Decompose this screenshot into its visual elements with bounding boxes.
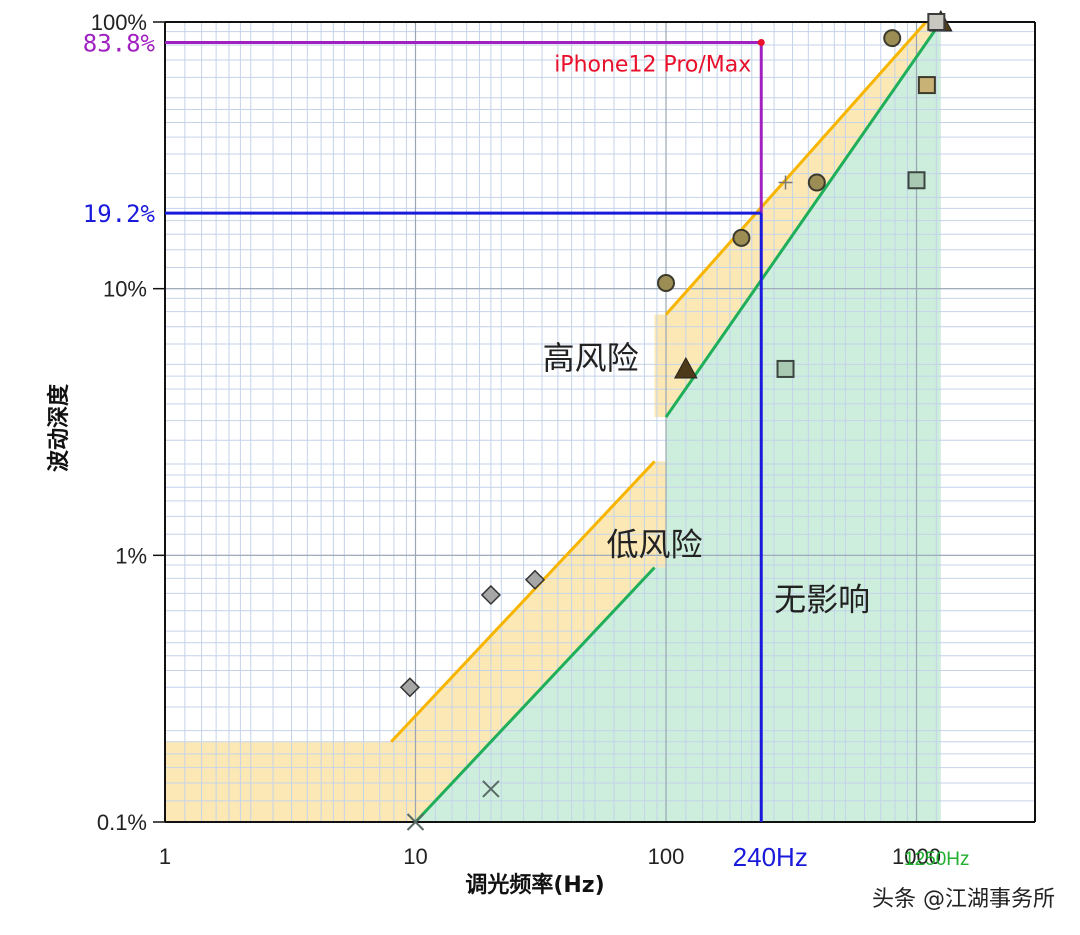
diamond-marker bbox=[524, 569, 546, 590]
circle-marker bbox=[732, 228, 751, 247]
no-effect-boundary bbox=[414, 566, 656, 824]
axes: 0.1% 1% 10% 100% 1 10 100 1000 bbox=[91, 10, 1036, 869]
plus-marker bbox=[778, 175, 793, 190]
y-marker-label: 19.2% bbox=[83, 200, 156, 228]
y-marker-label: 83.8% bbox=[83, 29, 156, 57]
square-marker-gray bbox=[927, 13, 946, 31]
zone-fills bbox=[165, 22, 941, 822]
zone-label: 低风险 bbox=[607, 525, 703, 563]
device-label: iPhone12 Pro/Max bbox=[554, 52, 751, 77]
boundary-lines bbox=[390, 21, 943, 824]
labels: 调光频率(Hz) 波动深度 头条 @江湖事务所 bbox=[46, 383, 1055, 912]
x-axis-title: 调光频率(Hz) bbox=[465, 872, 604, 898]
x-marker-label: 240Hz bbox=[733, 842, 808, 872]
zone-label: 高风险 bbox=[543, 339, 639, 377]
data-markers bbox=[399, 9, 953, 831]
low-risk-boundary-high bbox=[664, 21, 927, 316]
zone-label: 无影响 bbox=[774, 581, 870, 619]
low-risk-boundary bbox=[390, 460, 656, 743]
y-tick-label: 1% bbox=[115, 543, 147, 568]
cross-marker bbox=[482, 780, 500, 798]
annotations: iPhone12 Pro/Max 83.8% 19.2% 240Hz 1250Hz 高风险… bbox=[83, 29, 970, 872]
circle-marker bbox=[883, 29, 902, 48]
x-tick-label: 100 bbox=[648, 844, 685, 869]
y-axis-title: 波动深度 bbox=[46, 383, 72, 472]
x-tick-label: 10 bbox=[403, 844, 427, 869]
device-point bbox=[757, 38, 765, 46]
y-tick-label: 0.1% bbox=[97, 810, 147, 835]
x-tick-label: 1 bbox=[159, 844, 171, 869]
circle-marker bbox=[807, 173, 826, 192]
grid bbox=[165, 21, 1035, 823]
low-risk-zone-fill-high bbox=[654, 22, 941, 418]
square-marker-green bbox=[907, 171, 926, 190]
y-tick-label: 10% bbox=[103, 277, 147, 302]
diamond-marker bbox=[480, 584, 501, 606]
cross-marker bbox=[406, 813, 425, 831]
triangle-marker bbox=[673, 356, 698, 379]
circle-marker bbox=[657, 274, 675, 293]
no-effect-zone-fill bbox=[415, 22, 941, 822]
square-marker-green bbox=[776, 359, 795, 378]
no-effect-boundary-high bbox=[664, 21, 943, 418]
x-marker-label: 1250Hz bbox=[904, 849, 970, 870]
square-marker-tan bbox=[917, 76, 936, 95]
y-tick-label: 100% bbox=[91, 10, 147, 35]
watermark: 头条 @江湖事务所 bbox=[872, 887, 1055, 912]
diamond-marker bbox=[399, 677, 420, 698]
x-tick-label: 1000 bbox=[892, 844, 941, 869]
